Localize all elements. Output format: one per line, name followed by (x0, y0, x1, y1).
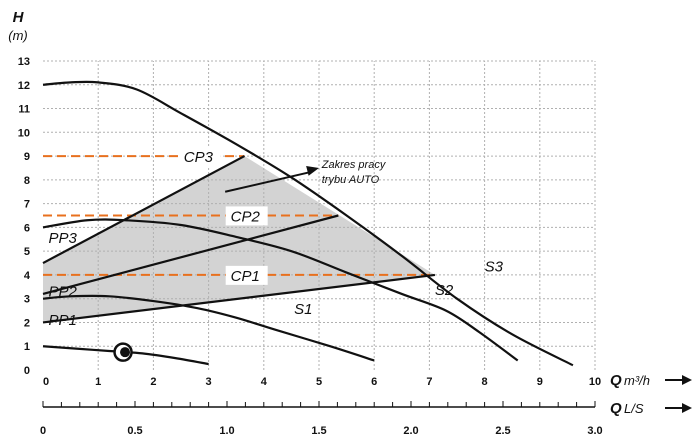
auto-range-area (43, 156, 435, 323)
pp-line-pp2 (42, 214, 339, 296)
y-tick-label: 8 (24, 175, 30, 187)
cp-label-cp1: CP1 (231, 268, 260, 285)
x-tick-label: 5 (316, 376, 322, 388)
x2-axis-symbol: Q (610, 400, 622, 417)
x2-tick-label: 1.0 (219, 425, 234, 437)
annotation-text-line: Zakres pracy (321, 159, 387, 171)
annotation-arrow-head (306, 166, 319, 176)
x2-tick-label: 0 (40, 425, 46, 437)
cp-label-cp3: CP3 (184, 149, 214, 166)
x-tick-label: 3 (206, 376, 212, 388)
x-axis-arrow-head (682, 375, 692, 385)
x2-tick-label: 1.5 (311, 425, 326, 437)
cp-label-bg (225, 206, 268, 226)
x-axis-unit: m³/h (624, 373, 650, 388)
x-tick-label: 1 (95, 376, 101, 388)
y-tick-label: 5 (24, 246, 30, 258)
y-tick-label: 3 (24, 294, 30, 306)
curve-s1 (42, 294, 375, 362)
x-tick-label: 0 (43, 376, 49, 388)
x2-tick-label: 2.5 (495, 425, 510, 437)
y-tick-label: 10 (18, 127, 30, 139)
cp-label-cp2: CP2 (231, 208, 261, 225)
y-tick-label: 13 (18, 56, 30, 68)
y-tick-label: 6 (24, 222, 30, 234)
pp-line-pp1 (42, 273, 436, 324)
cp-label-bg (178, 147, 221, 167)
x-tick-label: 6 (371, 376, 377, 388)
x2-tick-label: 3.0 (587, 425, 602, 437)
x2-tick-label: 2.0 (403, 425, 418, 437)
curve-s2 (42, 218, 519, 362)
x-tick-label: 10 (589, 376, 601, 388)
y-axis-unit: (m) (8, 28, 28, 43)
x-tick-label: 7 (426, 376, 432, 388)
cp-label-bg (225, 265, 268, 285)
curve-label-pp3: PP3 (49, 230, 78, 247)
curve-label-s3: S3 (485, 258, 504, 275)
y-tick-label: 4 (24, 270, 31, 282)
x2-axis-arrow-head (682, 403, 692, 413)
curve-label-s2: S2 (435, 282, 454, 299)
annotation-arrow-shaft (224, 170, 312, 193)
y-tick-label: 2 (24, 317, 30, 329)
curve-label-s1: S1 (294, 301, 312, 318)
y-tick-label: 0 (24, 365, 30, 377)
y-tick-label: 11 (18, 104, 30, 116)
x2-tick-label: 0.5 (127, 425, 142, 437)
operating-point-dot (120, 347, 131, 358)
curve-s3 (42, 80, 574, 367)
y-axis-symbol: H (13, 9, 25, 26)
x2-axis-unit: L/S (624, 401, 644, 416)
x-tick-label: 2 (150, 376, 156, 388)
x-tick-label: 9 (537, 376, 543, 388)
y-tick-label: 7 (24, 199, 30, 211)
annotation-text-line: trybu AUTO (322, 174, 380, 186)
x-tick-label: 4 (261, 376, 268, 388)
y-tick-label: 12 (18, 80, 30, 92)
x-tick-label: 8 (482, 376, 488, 388)
y-tick-label: 9 (24, 151, 30, 163)
x-axis-symbol: Q (610, 372, 622, 389)
y-tick-label: 1 (24, 341, 30, 353)
curve-label-pp2: PP2 (49, 283, 78, 300)
curve-label-pp1: PP1 (49, 312, 77, 329)
pp-line-pp3 (42, 155, 245, 265)
